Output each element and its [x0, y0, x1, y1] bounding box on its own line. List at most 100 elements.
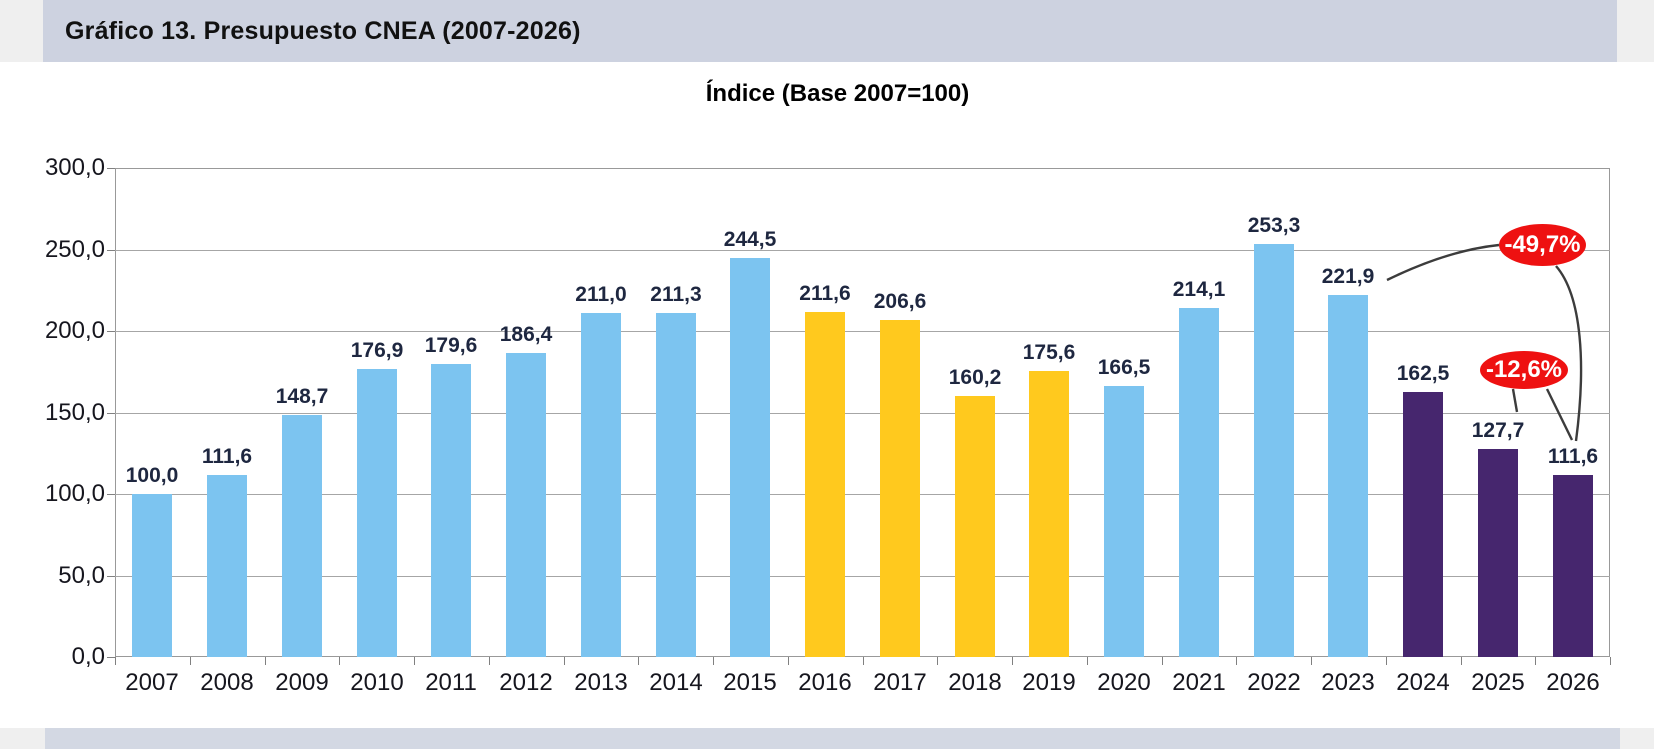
y-axis-label-200: 200,0	[44, 317, 105, 344]
bar-2013	[581, 313, 621, 657]
bar-2025	[1478, 449, 1518, 657]
x-tick-5	[489, 657, 490, 665]
bar-2007	[132, 494, 172, 657]
x-axis-label-2026: 2026	[1546, 669, 1600, 696]
y-tick-100	[107, 494, 115, 495]
gridline-100	[115, 494, 1610, 495]
bar-value-2026: 111,6	[1547, 445, 1599, 468]
bar-2015	[730, 258, 770, 657]
x-tick-13	[1087, 657, 1088, 665]
x-tick-7	[638, 657, 639, 665]
x-tick-8	[713, 657, 714, 665]
page-title: Gráfico 13. Presupuesto CNEA (2007-2026)	[65, 16, 581, 45]
bar-value-2023: 221,9	[1321, 265, 1375, 288]
bar-value-2009: 148,7	[275, 385, 329, 408]
y-axis-label-100: 100,0	[44, 480, 105, 507]
x-axis-label-2022: 2022	[1247, 669, 1301, 696]
bar-2018	[955, 396, 995, 657]
x-tick-16	[1311, 657, 1312, 665]
bar-2017	[880, 320, 920, 657]
y-axis-label-300: 300,0	[44, 154, 105, 181]
bar-value-2011: 179,6	[424, 334, 478, 357]
x-tick-14	[1162, 657, 1163, 665]
y-tick-50	[107, 576, 115, 577]
x-axis-label-2010: 2010	[350, 669, 404, 696]
y-tick-300	[107, 168, 115, 169]
y-axis-label-150: 150,0	[44, 399, 105, 426]
x-axis-label-2019: 2019	[1022, 669, 1076, 696]
x-axis-label-2018: 2018	[948, 669, 1002, 696]
bar-value-2019: 175,6	[1022, 341, 1076, 364]
bar-2023	[1328, 295, 1368, 657]
header-band	[43, 0, 1617, 62]
bar-value-2018: 160,2	[948, 366, 1002, 389]
y-axis-label-250: 250,0	[44, 236, 105, 263]
bar-value-2007: 100,0	[125, 464, 179, 487]
x-axis-label-2012: 2012	[499, 669, 553, 696]
bar-2010	[357, 369, 397, 657]
y-tick-250	[107, 250, 115, 251]
gridline-50	[115, 576, 1610, 577]
x-tick-1	[190, 657, 191, 665]
x-axis-label-2024: 2024	[1396, 669, 1450, 696]
bar-2008	[207, 475, 247, 657]
bar-value-2024: 162,5	[1396, 362, 1450, 385]
y-tick-200	[107, 331, 115, 332]
bar-2016	[805, 312, 845, 657]
x-axis-label-2015: 2015	[723, 669, 777, 696]
bar-2009	[282, 415, 322, 657]
y-axis-label-50: 50,0	[58, 562, 105, 589]
x-tick-17	[1386, 657, 1387, 665]
bar-value-2021: 214,1	[1172, 278, 1226, 301]
bar-value-2015: 244,5	[723, 228, 777, 251]
x-tick-6	[564, 657, 565, 665]
x-tick-3	[339, 657, 340, 665]
bar-value-2017: 206,6	[873, 290, 927, 313]
x-axis-label-2021: 2021	[1172, 669, 1226, 696]
bar-2026	[1553, 475, 1593, 657]
bar-value-2010: 176,9	[350, 339, 404, 362]
x-tick-2	[265, 657, 266, 665]
bar-value-2016: 211,6	[799, 282, 851, 305]
bar-value-2020: 166,5	[1097, 356, 1151, 379]
x-tick-18	[1461, 657, 1462, 665]
top-right-margin-strip	[1617, 0, 1654, 62]
y-tick-150	[107, 413, 115, 414]
top-left-margin-strip	[0, 0, 43, 62]
gridline-200	[115, 331, 1610, 332]
x-tick-0	[115, 657, 116, 665]
bottom-left-margin-strip	[0, 728, 45, 749]
x-tick-12	[1012, 657, 1013, 665]
x-axis-label-2007: 2007	[125, 669, 179, 696]
x-tick-11	[937, 657, 938, 665]
bar-value-2012: 186,4	[499, 323, 553, 346]
chart-title: Índice (Base 2007=100)	[705, 80, 970, 107]
x-axis-label-2008: 2008	[200, 669, 254, 696]
x-axis-label-2011: 2011	[425, 669, 477, 696]
x-axis-label-2025: 2025	[1471, 669, 1525, 696]
x-axis-label-2023: 2023	[1321, 669, 1375, 696]
x-axis-label-2020: 2020	[1097, 669, 1151, 696]
bar-value-2025: 127,7	[1471, 419, 1525, 442]
bar-2020	[1104, 386, 1144, 657]
x-tick-20	[1610, 657, 1611, 665]
x-tick-10	[863, 657, 864, 665]
bar-value-2013: 211,0	[575, 283, 627, 306]
bar-2012	[506, 353, 546, 657]
x-tick-4	[414, 657, 415, 665]
x-tick-15	[1236, 657, 1237, 665]
x-axis-label-2017: 2017	[873, 669, 927, 696]
y-tick-0	[107, 657, 115, 658]
bar-value-2008: 111,6	[201, 445, 253, 468]
gridline-250	[115, 250, 1610, 251]
x-axis-label-2013: 2013	[574, 669, 628, 696]
bar-2022	[1254, 244, 1294, 657]
footer-band	[45, 728, 1620, 749]
x-tick-9	[788, 657, 789, 665]
bar-2024	[1403, 392, 1443, 657]
x-axis-label-2016: 2016	[798, 669, 852, 696]
bar-2011	[431, 364, 471, 657]
bar-value-2014: 211,3	[650, 283, 702, 306]
annotation-oval-drop-2023-2026: -49,7%	[1499, 224, 1586, 266]
y-axis-label-0: 0,0	[71, 643, 105, 670]
